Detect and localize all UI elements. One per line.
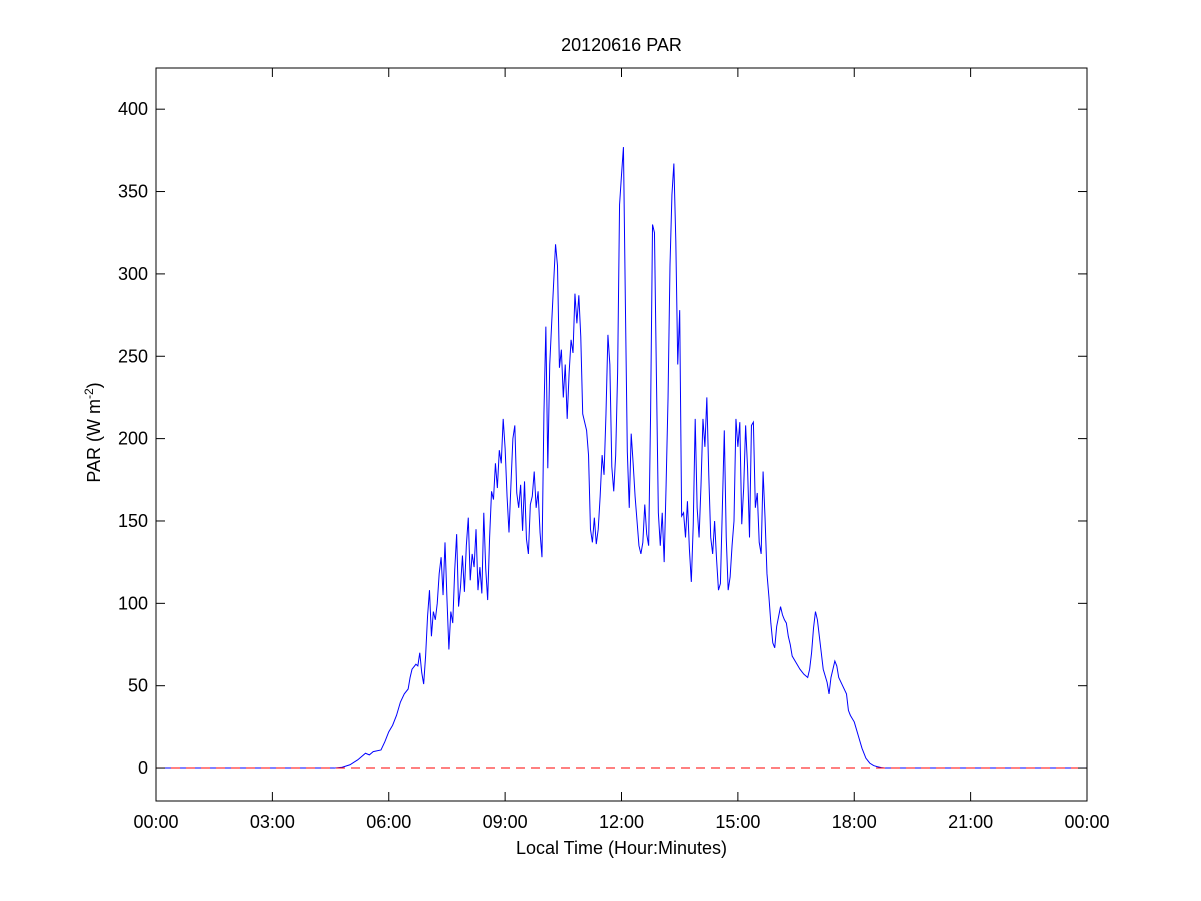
x-tick-label: 09:00 [483,812,528,832]
y-tick-label: 0 [138,758,148,778]
y-tick-label: 100 [118,593,148,613]
y-tick-label: 200 [118,429,148,449]
x-tick-label: 03:00 [250,812,295,832]
y-tick-label: 50 [128,676,148,696]
series-layer [156,147,1087,769]
x-axis-title: Local Time (Hour:Minutes) [516,838,727,858]
y-tick-label: 400 [118,99,148,119]
y-axis-title: PAR (W m-2) [82,382,104,482]
y-tick-label: 350 [118,182,148,202]
plot-area [156,68,1087,801]
x-tick-label: 18:00 [832,812,877,832]
x-tick-label: 06:00 [366,812,411,832]
par-series-line [156,147,1087,769]
y-axis-title-close: ) [84,382,104,388]
x-tick-label: 12:00 [599,812,644,832]
y-tick-label: 250 [118,346,148,366]
x-tick-label: 00:00 [133,812,178,832]
y-tick-label: 300 [118,264,148,284]
ticks-layer: 00:00 03:00 06:00 09:00 12:00 15:00 18:00 21:00… [118,68,1110,832]
y-tick-label: 150 [118,511,148,531]
x-tick-label: 21:00 [948,812,993,832]
y-axis-title-base: PAR (W m [84,399,104,483]
y-axis-title-superscript: -2 [82,388,96,399]
chart-title: 20120616 PAR [561,35,682,55]
x-tick-label: 15:00 [715,812,760,832]
x-tick-label: 00:00 [1064,812,1109,832]
